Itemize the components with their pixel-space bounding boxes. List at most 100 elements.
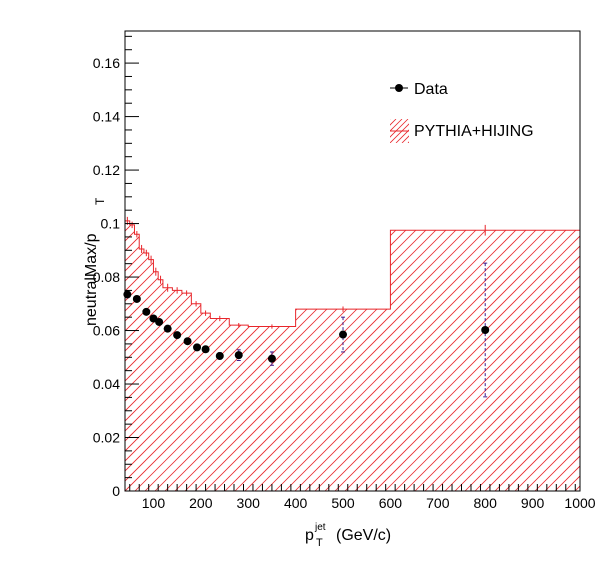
hatch-line [125, 220, 366, 491]
hatch-line [344, 220, 580, 491]
hatch-line [204, 220, 580, 491]
hatch-line [125, 220, 296, 491]
legend-hatch-line [401, 135, 409, 143]
data-point [155, 317, 164, 326]
hatch-line [384, 220, 580, 491]
legend-hatch-line [390, 119, 391, 120]
hatch-line [125, 220, 146, 491]
hatch-line [174, 220, 580, 491]
data-points-layer [123, 262, 490, 398]
hatch-line [125, 220, 136, 491]
hatch-line [244, 220, 580, 491]
x-tick-label: 700 [426, 495, 450, 511]
hatch-line [125, 220, 356, 491]
hatch-line [414, 220, 580, 491]
y-tick-label: 0 [112, 483, 120, 499]
axes: 100 200 300 400 500 600 700 800 900 1000 0 0.02 0.04… [93, 35, 596, 511]
hatch-line [125, 220, 216, 491]
plot-frame [124, 30, 581, 492]
legend-data-label: Data [414, 81, 448, 98]
hatch-line [404, 220, 580, 491]
y-axis-title-group: neutralMax/p T [83, 197, 107, 326]
hatch-line [364, 220, 580, 491]
hatch-line [125, 220, 580, 491]
legend: Data PYTHIA+HIJING [390, 81, 534, 143]
y-tick-label: 0.16 [93, 55, 120, 71]
hatch-line [125, 220, 256, 491]
hatch-line [134, 220, 580, 491]
hatch-line [444, 220, 580, 491]
x-tick-label: 500 [331, 495, 355, 511]
hatch-line [125, 220, 416, 491]
hatch-line [125, 220, 546, 491]
hatch-line [184, 220, 580, 491]
hatch-line [125, 220, 536, 491]
hatch-line [494, 220, 580, 491]
x-axis-title-unit: (GeV/c) [336, 527, 391, 544]
hatch-line [484, 220, 580, 491]
hatch-line [294, 220, 580, 491]
hatch-line [125, 220, 566, 491]
legend-entry-data: Data [390, 81, 448, 98]
hatch-line [524, 220, 580, 491]
hatch-line [125, 220, 496, 491]
hatch-line [125, 220, 466, 491]
x-tick-label: 900 [521, 495, 545, 511]
data-point [339, 330, 348, 339]
legend-hatch-swatch [390, 119, 409, 143]
hatch-line [224, 220, 580, 491]
x-tick-label: 1000 [564, 495, 595, 511]
data-point [142, 307, 151, 316]
hatch-line [574, 220, 580, 491]
hatch-line [125, 220, 156, 491]
hatch-line [125, 220, 246, 491]
hatch-line [424, 220, 580, 491]
hatch-line [125, 220, 346, 491]
hatch-line [125, 220, 316, 491]
data-point [163, 324, 172, 333]
hatch-line [125, 220, 446, 491]
data-point [267, 354, 276, 363]
y-axis-title-sub: T [93, 197, 107, 205]
hatch-line [394, 220, 580, 491]
hatch-line [214, 220, 580, 491]
hatch-line [125, 220, 556, 491]
data-point [481, 326, 490, 334]
hatch-line [474, 220, 580, 491]
hatch-line [304, 220, 580, 491]
hatch-line [504, 220, 580, 491]
hatch-line [125, 220, 396, 491]
data-point [201, 345, 210, 354]
legend-hatch-line [390, 119, 397, 126]
hatch-line [464, 220, 580, 491]
y-tick-label: 0.1 [101, 216, 121, 232]
hatch-line [144, 220, 580, 491]
x-tick-label: 200 [189, 495, 213, 511]
y-tick-label: 0.04 [93, 376, 120, 392]
hatch-line [125, 220, 126, 491]
hatch-line [254, 220, 580, 491]
hatch-line [125, 220, 456, 491]
hatch-line [314, 220, 580, 491]
data-point [193, 343, 202, 352]
hatch-line [125, 220, 236, 491]
hatch-line [374, 220, 580, 491]
data-point [183, 337, 192, 346]
hatch-line [125, 220, 336, 491]
hatch-line [125, 220, 526, 491]
x-axis-title-sup: jet [314, 522, 326, 533]
x-tick-label: 100 [142, 495, 166, 511]
hatch-line [125, 220, 266, 491]
hatch-line [125, 220, 376, 491]
hatch-line [125, 220, 506, 491]
hatch-line [125, 220, 286, 491]
y-tick-label: 0.12 [93, 162, 120, 178]
y-axis-title: neutralMax/p [83, 233, 100, 326]
hatch-line [264, 220, 580, 491]
data-point [234, 351, 243, 360]
legend-data-marker [395, 84, 403, 92]
hatch-line [125, 220, 306, 491]
hatch-line [334, 220, 580, 491]
x-tick-label: 800 [474, 495, 498, 511]
